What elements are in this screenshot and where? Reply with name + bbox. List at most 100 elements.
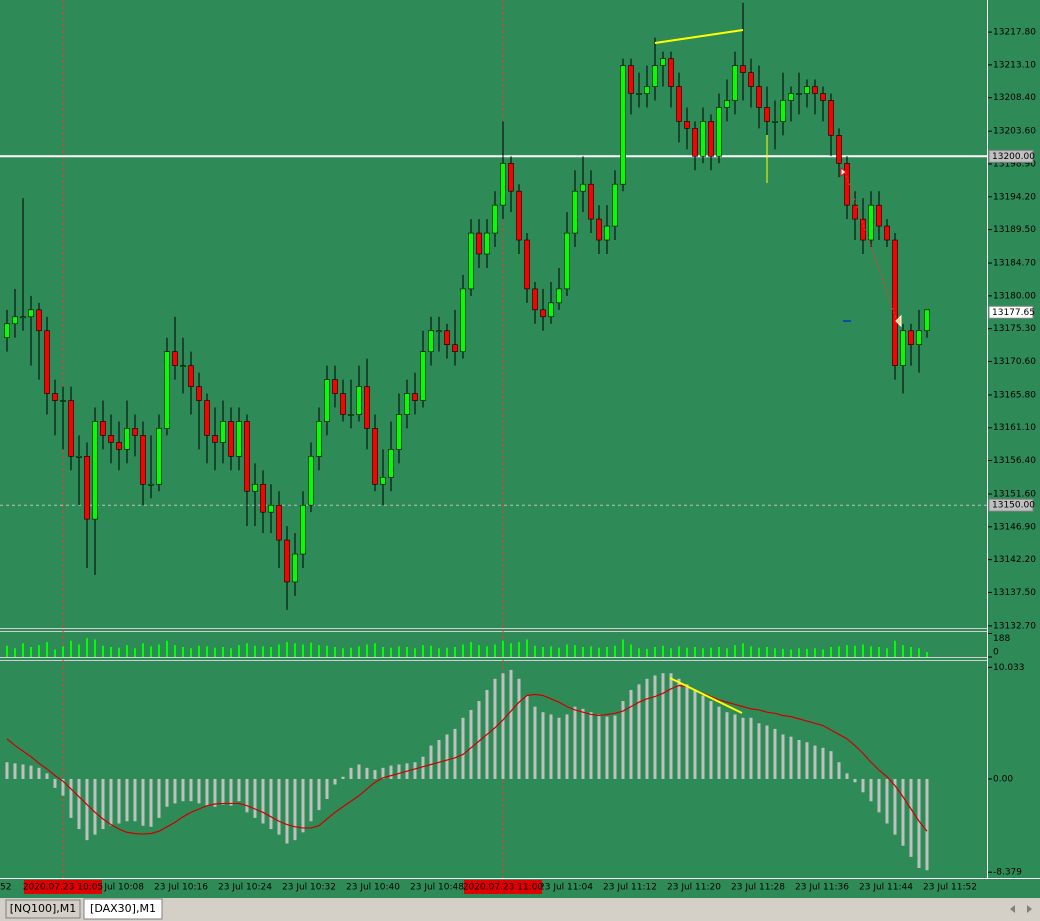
volume-bar	[70, 640, 72, 657]
macd-bar	[237, 778, 241, 802]
candle-body	[108, 435, 114, 443]
candle-body	[412, 393, 418, 401]
macd-bar	[453, 728, 457, 779]
macd-bar	[549, 714, 553, 779]
tab-bar-bg	[0, 898, 1040, 921]
macd-bar	[749, 717, 753, 779]
macd-bar	[37, 767, 41, 779]
macd-bar	[797, 740, 801, 779]
candle-body	[788, 93, 794, 101]
candle-body	[332, 379, 338, 394]
candle-body	[884, 225, 890, 241]
volume-bar	[190, 648, 192, 657]
volume-bar	[830, 647, 832, 657]
volume-bar	[30, 647, 32, 657]
y-tick-label: 10.033	[993, 663, 1025, 673]
volume-bar	[630, 644, 632, 657]
macd-bar	[253, 778, 257, 818]
volume-bar	[582, 647, 584, 657]
candle-body	[780, 100, 786, 122]
candle-body	[12, 316, 18, 325]
candle-body	[772, 121, 778, 123]
macd-bar	[701, 695, 705, 779]
candle-body	[172, 351, 178, 366]
macd-bar	[149, 778, 153, 827]
x-tick-label: 23 Jul 10:08	[90, 883, 144, 893]
volume-bar	[710, 647, 712, 657]
volume-bar	[694, 647, 696, 657]
volume-bar	[846, 645, 848, 657]
volume-bar	[286, 642, 288, 657]
volume-bar	[62, 646, 64, 657]
candle-body	[908, 330, 914, 346]
y-tick-label: 13198.90	[993, 159, 1036, 169]
volume-bar	[14, 648, 16, 657]
macd-bar	[285, 778, 289, 844]
macd-bar	[77, 778, 81, 830]
candle-body	[284, 539, 290, 583]
volume-bar	[862, 644, 864, 657]
volume-bar	[38, 645, 40, 657]
volume-bar	[702, 648, 704, 657]
x-tick-label: 23 Jul 11:20	[667, 883, 721, 893]
candle-body	[444, 330, 450, 346]
macd-bar	[525, 695, 529, 779]
level-label-box	[988, 498, 1034, 512]
candle-body	[532, 288, 538, 311]
macd-bar	[837, 762, 841, 779]
macd-bar	[853, 778, 857, 783]
tab[interactable]	[5, 899, 81, 919]
volume-bar	[782, 648, 784, 657]
candle-body	[468, 232, 474, 290]
macd-bar	[213, 778, 217, 807]
volume-bar	[822, 649, 824, 657]
volume-bar	[302, 644, 304, 657]
macd-bar	[789, 736, 793, 779]
volume-bar	[246, 643, 248, 657]
volume-bar	[198, 645, 200, 657]
macd-bar	[925, 778, 929, 871]
macd-bar	[205, 778, 209, 806]
macd-bar	[269, 778, 273, 830]
volume-bar	[94, 639, 96, 657]
tab-scroll[interactable]	[1010, 905, 1032, 913]
candle-body	[756, 86, 762, 108]
volume-bar	[102, 645, 104, 657]
y-tick-label: 0	[993, 648, 999, 658]
macd-bar	[373, 770, 377, 779]
macd-bar	[5, 762, 9, 779]
y-tick-label: 13161.10	[993, 423, 1036, 433]
candle-body	[180, 365, 186, 367]
macd-bar	[781, 734, 785, 779]
macd-bar	[757, 723, 761, 779]
tab-active[interactable]	[83, 898, 163, 920]
candle-body	[20, 316, 26, 319]
candle-body	[148, 483, 154, 486]
candle-body	[868, 204, 874, 241]
candle-body	[164, 351, 170, 429]
y-tick-label: 13146.90	[993, 522, 1036, 532]
macd-bar	[301, 778, 305, 833]
volume-bar	[414, 648, 416, 657]
candle-body	[516, 190, 522, 241]
candle-body	[892, 239, 898, 366]
volume-bar	[662, 645, 664, 657]
candle-body	[316, 421, 322, 457]
y-tick-label: 13217.80	[993, 28, 1036, 38]
macd-bar	[741, 717, 745, 779]
volume-bar	[126, 645, 128, 657]
tab-label[interactable]: [DAX30],M1	[90, 902, 156, 915]
candle-body	[396, 414, 402, 450]
macd-bar	[901, 778, 905, 846]
x-tick-label: 23 Jul 11:12	[603, 883, 657, 893]
candle-body	[764, 107, 770, 122]
candle-body	[4, 323, 10, 339]
candle-body	[380, 476, 386, 485]
candle-body	[596, 218, 602, 241]
volume-bar	[46, 642, 48, 657]
candle-body	[364, 386, 370, 429]
macd-bar	[581, 708, 585, 779]
macd-bar	[141, 778, 145, 826]
tab-label[interactable]: [NQ100],M1	[10, 902, 76, 915]
candle-body	[204, 400, 210, 436]
